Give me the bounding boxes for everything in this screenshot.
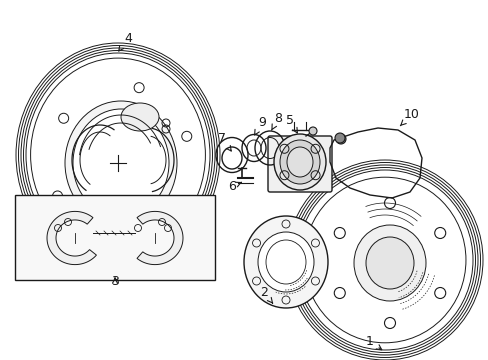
- Text: 10: 10: [400, 108, 419, 126]
- Text: 9: 9: [254, 116, 265, 135]
- Ellipse shape: [73, 109, 169, 217]
- Text: 2: 2: [260, 286, 272, 303]
- Ellipse shape: [65, 101, 177, 225]
- Ellipse shape: [304, 177, 465, 343]
- Bar: [15, 195, 215, 280]
- FancyBboxPatch shape: [267, 136, 331, 192]
- Text: 5: 5: [285, 114, 297, 133]
- Ellipse shape: [31, 58, 205, 252]
- Text: 3: 3: [111, 275, 119, 288]
- Circle shape: [335, 134, 346, 144]
- Ellipse shape: [258, 232, 313, 292]
- Text: 7: 7: [218, 132, 231, 151]
- Ellipse shape: [273, 134, 325, 190]
- Ellipse shape: [286, 147, 312, 177]
- Ellipse shape: [280, 140, 319, 184]
- Ellipse shape: [365, 237, 413, 289]
- Text: 1: 1: [366, 335, 381, 350]
- Ellipse shape: [121, 103, 159, 131]
- Text: 4: 4: [119, 32, 132, 51]
- Text: 6: 6: [227, 180, 241, 193]
- Ellipse shape: [244, 216, 327, 308]
- Polygon shape: [47, 211, 96, 265]
- Ellipse shape: [353, 225, 425, 301]
- Polygon shape: [137, 211, 183, 265]
- Circle shape: [334, 133, 345, 143]
- Text: 8: 8: [271, 112, 282, 130]
- Circle shape: [308, 127, 316, 135]
